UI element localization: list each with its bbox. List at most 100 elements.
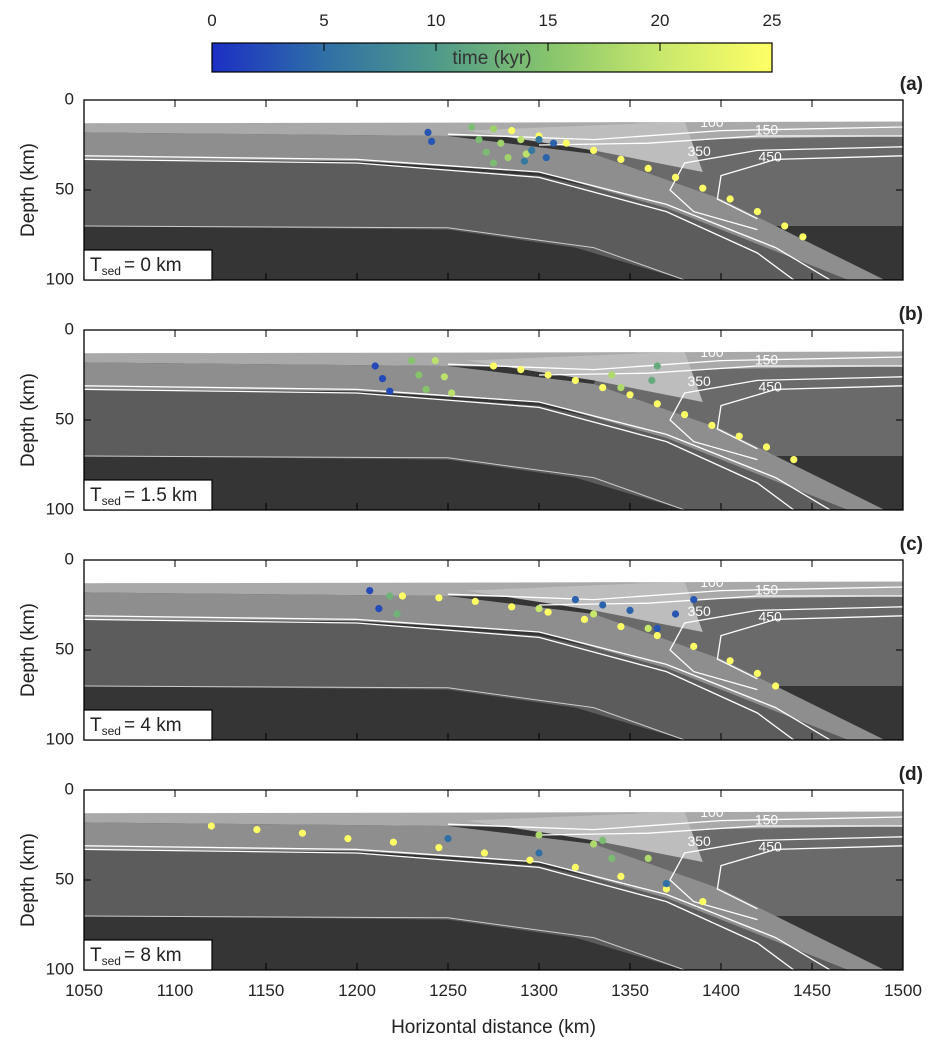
event-point	[415, 371, 423, 379]
event-point	[544, 608, 552, 616]
event-point	[508, 127, 516, 135]
event-point	[571, 376, 580, 384]
y-tick-label: 50	[55, 639, 74, 658]
event-point	[366, 587, 374, 595]
event-point	[599, 384, 607, 392]
event-point	[424, 128, 432, 136]
event-point	[699, 898, 707, 906]
annotation: Tsed = 1.5 km	[90, 485, 197, 508]
event-point	[504, 154, 512, 162]
x-tick-label: 1250	[429, 981, 467, 1000]
colorbar-label: time (kyr)	[452, 48, 531, 69]
event-point	[580, 615, 589, 624]
accretion	[466, 121, 703, 172]
panel-label: (a)	[900, 74, 923, 95]
isotherm-line	[84, 155, 831, 280]
event-point	[681, 411, 689, 419]
annotation-subscript: sed	[102, 724, 121, 738]
annotation-box	[83, 479, 213, 511]
event-point	[753, 208, 762, 216]
isotherm-line	[716, 615, 903, 680]
x-tick-label: 1300	[520, 981, 558, 1000]
event-point	[386, 387, 394, 395]
isotherm-line	[716, 155, 903, 220]
event-point	[542, 154, 550, 162]
event-point	[435, 844, 443, 852]
crust	[84, 592, 885, 740]
lithosphere	[84, 159, 849, 280]
event-point	[608, 854, 616, 863]
y-axis-label: Depth (km)	[18, 833, 39, 927]
isotherm-label: 150	[755, 811, 779, 827]
panel-label: (d)	[899, 764, 923, 785]
x-axis-label: Horizontal distance (km)	[391, 1017, 596, 1038]
isotherm-label: 150	[755, 581, 779, 597]
y-tick-label: 100	[46, 499, 74, 518]
isotherm-line	[716, 385, 903, 450]
colorbar-tick-label: 5	[319, 11, 328, 30]
annotation-text: = 8 km	[124, 945, 182, 966]
air	[84, 560, 903, 584]
crust	[84, 362, 885, 510]
isotherm-line	[84, 455, 685, 510]
event-point	[699, 184, 707, 192]
accretion	[466, 811, 703, 862]
annotation-box	[83, 709, 213, 741]
event-point	[590, 610, 598, 618]
event-point	[662, 885, 671, 893]
event-point	[735, 432, 743, 440]
event-point	[422, 385, 430, 393]
event-point	[653, 632, 661, 640]
isotherm-line	[84, 845, 831, 970]
crust	[84, 132, 885, 280]
event-point	[590, 146, 598, 154]
event-point	[535, 849, 543, 857]
event-point	[468, 123, 476, 131]
event-point	[571, 863, 580, 872]
panel: 100 150 350 450	[84, 790, 903, 970]
panel: 100 150 350 450	[84, 560, 903, 740]
air	[84, 790, 903, 814]
y-axis-label: Depth (km)	[18, 603, 39, 697]
isotherm-line	[84, 685, 685, 740]
event-point	[489, 125, 498, 133]
event-point	[535, 831, 543, 839]
isotherm-label: 150	[755, 121, 779, 137]
isotherm-line	[84, 388, 795, 510]
isotherm-label: 450	[758, 608, 782, 624]
event-point	[644, 624, 652, 633]
event-point	[790, 456, 798, 464]
event-point	[517, 136, 525, 144]
isotherm-label: 450	[758, 148, 782, 164]
event-point	[440, 373, 448, 381]
event-point	[690, 596, 698, 604]
isotherm-line	[538, 595, 903, 606]
event-point	[772, 682, 780, 690]
event-point	[398, 592, 407, 600]
panel-label: (b)	[899, 304, 923, 325]
event-point	[726, 195, 734, 203]
annotation-symbol: T	[90, 485, 102, 506]
x-tick-label: 1400	[702, 981, 740, 1000]
accretion	[466, 351, 703, 402]
event-point	[408, 357, 416, 365]
event-point	[344, 835, 352, 843]
event-point	[378, 375, 387, 383]
isotherm-line	[84, 385, 831, 510]
colorbar-tick-label: 20	[651, 11, 670, 30]
annotation-text: = 0 km	[124, 255, 182, 276]
panel: 100 150 350 450	[84, 100, 903, 280]
event-point	[448, 389, 456, 397]
event-point	[726, 657, 734, 665]
event-point	[475, 136, 483, 144]
event-point	[207, 822, 215, 830]
annotation-subscript: sed	[102, 494, 121, 508]
event-point	[508, 603, 516, 611]
y-axis-label: Depth (km)	[18, 373, 39, 467]
event-point	[393, 610, 401, 618]
event-point	[708, 421, 716, 429]
event-point	[489, 159, 498, 167]
annotation-symbol: T	[90, 945, 102, 966]
x-tick-label: 1450	[793, 981, 831, 1000]
isotherm-line	[84, 915, 685, 970]
